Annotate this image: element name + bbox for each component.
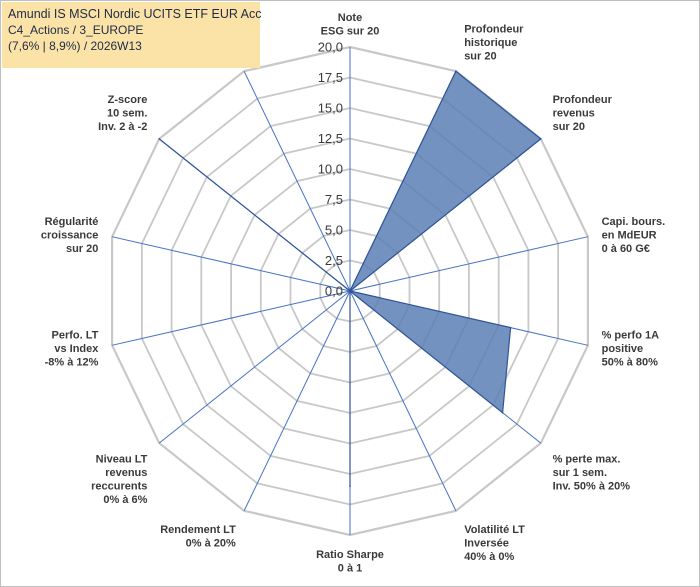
series-point xyxy=(349,485,351,488)
axis-spoke xyxy=(243,70,351,292)
axis-label-line: Volatilité LT xyxy=(464,524,525,536)
axis-label-line: -8% à 12% xyxy=(45,356,99,368)
axis-label-line: vs Index xyxy=(54,343,99,355)
axis-label-line: Perfo. LT xyxy=(52,329,99,341)
axis-label: Profondeur historique sur 20 xyxy=(464,24,524,63)
axis-labels: Note ESG sur 20 Profondeur historique sur 20… xyxy=(41,12,665,575)
axis-spoke xyxy=(349,236,589,292)
axis-label-line: 0 à 60 G€ xyxy=(602,243,650,255)
axis-label-line: 50% à 80% xyxy=(602,356,658,368)
tick-label: 5,0 xyxy=(325,223,343,238)
axis-label: % perte max. sur 1 sem. Inv. 50% à 20% xyxy=(553,453,631,492)
axis-label-line: positive xyxy=(602,343,644,355)
axis-label-line: reccurents xyxy=(91,480,147,492)
tick-label: 0,0 xyxy=(325,284,343,299)
axis-label-line: Note xyxy=(338,12,362,24)
axis-label-line: Capi. bours. xyxy=(602,216,666,228)
axis-label-line: 10 sem. xyxy=(107,108,147,120)
axis-label-line: Ratio Sharpe xyxy=(316,549,384,561)
tick-label: 10,0 xyxy=(318,162,343,177)
axis-label-line: sur 20 xyxy=(464,51,496,63)
tick-label: 2,5 xyxy=(325,253,343,268)
axis-label-line: % perte max. xyxy=(553,453,621,465)
axis-label-line: ESG sur 20 xyxy=(321,26,380,38)
axis-label-line: Inv. 2 à -2 xyxy=(98,121,147,133)
tick-label: 20,0 xyxy=(318,40,343,55)
axis-label: Profondeur revenus sur 20 xyxy=(553,94,613,133)
axis-label-line: Régularité xyxy=(45,216,99,228)
series-point xyxy=(158,138,160,140)
radar-series xyxy=(158,70,542,488)
axis-label-line: Niveau LT xyxy=(96,453,148,465)
axis-label-line: Rendement LT xyxy=(160,524,236,536)
chart-title-box: Amundi IS MSCI Nordic UCITS ETF EUR Acc … xyxy=(2,2,262,68)
axis-label: Perfo. LT vs Index -8% à 12% xyxy=(45,329,100,368)
axis-label: Z-score 10 sem. Inv. 2 à -2 xyxy=(98,94,147,133)
axis-label-line: Profondeur xyxy=(464,24,524,36)
axis-spoke xyxy=(111,236,351,292)
axis-label-line: revenus xyxy=(553,108,595,120)
axis-label-line: % perfo 1A xyxy=(602,329,660,341)
axis-label-line: historique xyxy=(464,37,517,49)
axis-label-line: sur 1 sem. xyxy=(553,467,607,479)
series-point xyxy=(540,138,542,140)
series-point xyxy=(501,411,504,414)
tick-label: 12,5 xyxy=(318,131,343,146)
axis-label: Rendement LT 0% à 20% xyxy=(160,524,236,550)
axis-label-line: Z-score xyxy=(108,94,148,106)
axis-label-line: 0 à 1 xyxy=(338,563,362,575)
chart-title-line-1: Amundi IS MSCI Nordic UCITS ETF EUR Acc xyxy=(8,7,262,21)
axis-label-line: en MdEUR xyxy=(602,230,657,242)
axis-spoke xyxy=(158,290,351,444)
axis-label-line: sur 20 xyxy=(553,121,585,133)
series-point xyxy=(455,70,457,72)
axis-label: Ratio Sharpe 0 à 1 xyxy=(316,549,384,575)
axis-label-line: revenus xyxy=(105,467,147,479)
series-point xyxy=(509,326,512,329)
axis-label: Volatilité LT Inversée 40% à 0% xyxy=(464,524,525,563)
axis-label: Capi. bours. en MdEUR 0 à 60 G€ xyxy=(602,216,666,255)
axis-label-line: croissance xyxy=(41,230,98,242)
axis-label-line: Profondeur xyxy=(553,94,613,106)
axis-label: Niveau LT revenus reccurents 0% à 6% xyxy=(91,453,148,506)
tick-label: 15,0 xyxy=(318,101,343,116)
chart-title-line-2: C4_Actions / 3_EUROPE xyxy=(8,23,144,37)
radial-tick-labels: 0,0 2,5 5,0 7,5 10,0 12,5 15,0 17,5 20,0 xyxy=(318,40,343,299)
axis-label: % perfo 1A positive 50% à 80% xyxy=(602,329,660,368)
axis-label: Régularité croissance sur 20 xyxy=(41,216,98,255)
chart-title-line-3: (7,6% | 8,9%) / 2026W13 xyxy=(8,39,142,53)
axis-label-line: Inv. 50% à 20% xyxy=(553,480,631,492)
tick-label: 17,5 xyxy=(318,70,343,85)
axis-spoke xyxy=(349,290,457,512)
axis-label-line: 40% à 0% xyxy=(464,551,514,563)
axis-label-line: 0% à 20% xyxy=(186,537,236,549)
axis-label-line: Inversée xyxy=(464,537,509,549)
series-point xyxy=(349,290,351,292)
axis-spoke xyxy=(111,290,351,346)
axis-label-line: 0% à 6% xyxy=(103,494,147,506)
tick-label: 7,5 xyxy=(325,192,343,207)
axis-label-line: sur 20 xyxy=(66,243,98,255)
axis-spoke xyxy=(243,290,351,512)
axis-label: Note ESG sur 20 xyxy=(321,12,380,38)
